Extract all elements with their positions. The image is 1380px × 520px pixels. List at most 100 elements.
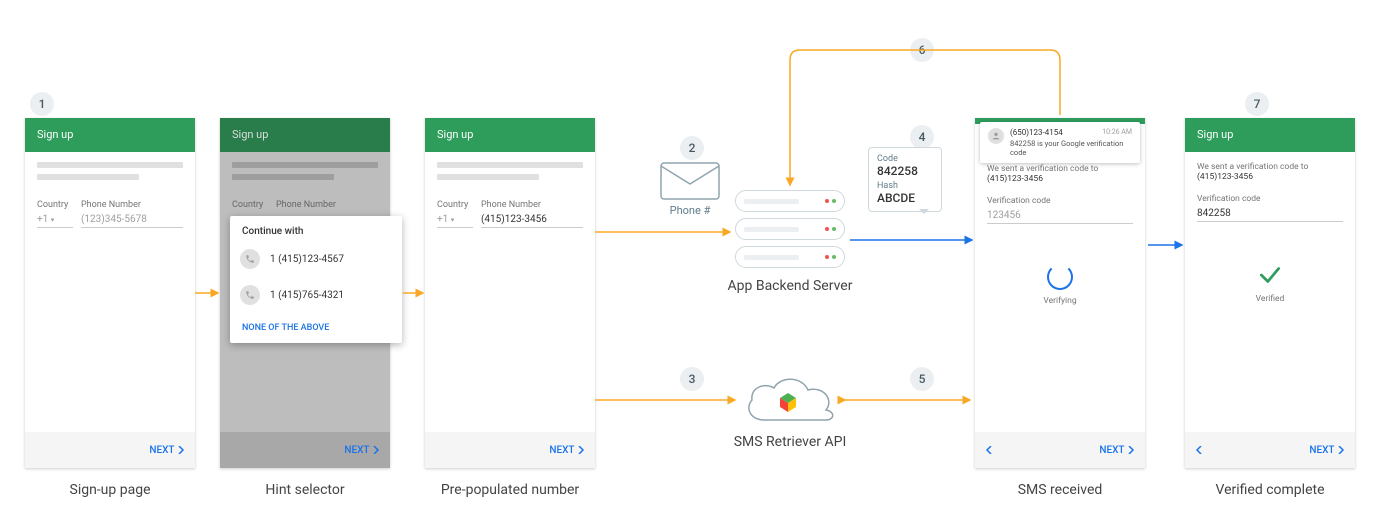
server-box [735, 246, 845, 268]
next-button[interactable]: NEXT [549, 445, 585, 456]
skeleton-line [437, 174, 539, 180]
country-label: Country [37, 200, 73, 210]
sent-to-text: We sent a verification code to [1197, 162, 1343, 172]
phone-footer: NEXT [220, 432, 390, 468]
phone-footer: NEXT [1185, 432, 1355, 468]
chevron-right-icon [1337, 446, 1345, 454]
step-badge-5: 5 [910, 367, 934, 391]
caption-verified: Verified complete [1185, 482, 1355, 498]
step-badge-3: 3 [680, 367, 704, 391]
skeleton-line [37, 162, 183, 168]
country-label: Country [232, 200, 268, 210]
avatar-icon [988, 128, 1004, 144]
hash-label: Hash [877, 181, 933, 191]
step-badge-1: 1 [30, 92, 54, 116]
hint-selector-card: Continue with 1 (415)123-4567 1 (415)765… [230, 216, 402, 343]
caption-backend: App Backend Server [715, 278, 865, 294]
phone-verified: Sign up We sent a verification code to (… [1185, 118, 1355, 468]
next-button[interactable]: NEXT [1309, 445, 1345, 456]
phone-body: Country +1 ▾ Phone Number (415)123-3456 [425, 152, 595, 432]
caption-sms-api: SMS Retriever API [720, 434, 860, 450]
hash-value: ABCDE [877, 191, 933, 205]
country-code-select[interactable]: +1 ▾ [37, 210, 73, 228]
caption-prepop: Pre-populated number [425, 482, 595, 498]
hint-option-label: 1 (415)765-4321 [270, 290, 344, 301]
phone-footer: NEXT [425, 432, 595, 468]
sms-notification: (650)123-4154 10:26 AM 842258 is your Go… [980, 122, 1140, 163]
phone-header: Sign up [25, 118, 195, 152]
sent-to-text: We sent a verification code to [987, 164, 1133, 174]
phone-header: Sign up [1185, 118, 1355, 152]
notif-sender: (650)123-4154 [1010, 128, 1063, 137]
phone-body: We sent a verification code to (415)123-… [1185, 152, 1355, 432]
phone-icon [240, 249, 260, 269]
step-badge-7: 7 [1245, 92, 1269, 116]
code-label: Verification code [1197, 194, 1343, 204]
phone-input[interactable]: (123)345-5678 [81, 210, 183, 228]
chevron-left-icon[interactable] [985, 446, 993, 454]
step-badge-4: 4 [910, 125, 934, 149]
code-label: Verification code [987, 196, 1133, 206]
skeleton-line [232, 162, 378, 168]
chevron-right-icon [577, 446, 585, 454]
next-button[interactable]: NEXT [1099, 445, 1135, 456]
hint-title: Continue with [230, 216, 402, 241]
chevron-down-icon: ▾ [451, 216, 455, 224]
phone-label: Phone Number [481, 200, 583, 210]
hint-option-1[interactable]: 1 (415)123-4567 [230, 241, 402, 277]
sent-to-phone: (415)123-3456 [1197, 172, 1343, 182]
code-input[interactable]: 842258 [1197, 204, 1343, 222]
server-box [735, 190, 845, 212]
phone-icon [240, 285, 260, 305]
step-badge-6: 6 [910, 38, 934, 62]
status-text: Verifying [987, 296, 1133, 306]
phone-footer: NEXT [975, 432, 1145, 468]
phone-label: Phone Number [81, 200, 183, 210]
phone-footer: NEXT [25, 432, 195, 468]
server-box [735, 218, 845, 240]
step-badge-2: 2 [680, 136, 704, 160]
chevron-right-icon [1127, 446, 1135, 454]
phone-header: Sign up [425, 118, 595, 152]
status-text: Verified [1197, 294, 1343, 304]
skeleton-line [37, 174, 139, 180]
caption-hint: Hint selector [220, 482, 390, 498]
caption-signup: Sign-up page [25, 482, 195, 498]
phone-header: Sign up [220, 118, 390, 152]
code-label: Code [877, 154, 933, 164]
phone-hash-label: Phone # [650, 204, 730, 217]
phone-prepopulated: Sign up Country +1 ▾ Phone Number (415)1… [425, 118, 595, 468]
hint-option-label: 1 (415)123-4567 [270, 254, 344, 265]
spinner-icon [1047, 264, 1073, 290]
envelope-icon [660, 162, 720, 204]
code-input[interactable]: 123456 [987, 206, 1133, 224]
notif-time: 10:26 AM [1102, 128, 1132, 137]
code-bubble: Code 842258 Hash ABCDE [868, 147, 942, 212]
skeleton-line [232, 174, 334, 180]
chevron-right-icon [177, 446, 185, 454]
chevron-right-icon [372, 446, 380, 454]
phone-sms-received: We sent a verification code to (415)123-… [975, 118, 1145, 468]
country-label: Country [437, 200, 473, 210]
skeleton-line [437, 162, 583, 168]
check-icon [1257, 262, 1283, 288]
phone-input[interactable]: (415)123-3456 [481, 210, 583, 228]
phone-signup: Sign up Country +1 ▾ Phone Number (123)3… [25, 118, 195, 468]
phone-body: We sent a verification code to (415)123-… [975, 124, 1145, 432]
country-code-select[interactable]: +1 ▾ [437, 210, 473, 228]
next-button[interactable]: NEXT [344, 445, 380, 456]
hint-none-button[interactable]: NONE OF THE ABOVE [230, 313, 402, 343]
flow-arrows [0, 0, 1380, 520]
notif-body: 842258 is your Google verification code [1010, 139, 1132, 157]
server-stack [735, 190, 845, 274]
next-button[interactable]: NEXT [149, 445, 185, 456]
cloud-icon [740, 372, 840, 434]
hint-option-2[interactable]: 1 (415)765-4321 [230, 277, 402, 313]
phone-label: Phone Number [276, 200, 378, 210]
caption-sms-received: SMS received [975, 482, 1145, 498]
sent-to-phone: (415)123-3456 [987, 174, 1133, 184]
code-value: 842258 [877, 164, 933, 178]
chevron-down-icon: ▾ [51, 216, 55, 224]
phone-body: Country +1 ▾ Phone Number (123)345-5678 [25, 152, 195, 432]
chevron-left-icon[interactable] [1195, 446, 1203, 454]
